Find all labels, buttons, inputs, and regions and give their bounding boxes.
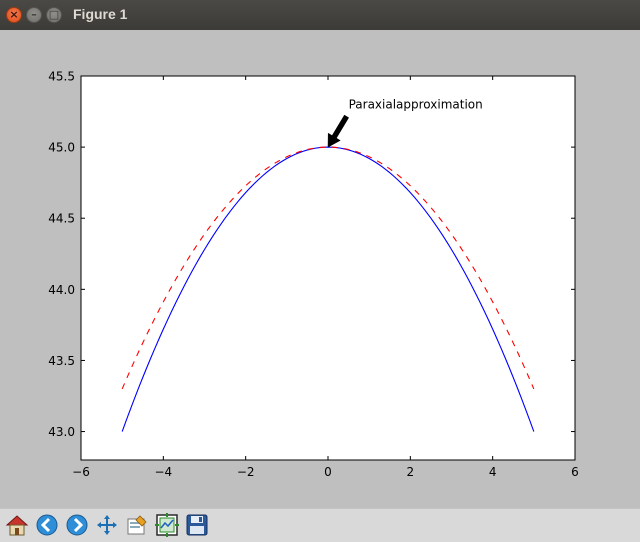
y-tick-label: 43.0 bbox=[48, 425, 75, 439]
save-button[interactable] bbox=[184, 512, 210, 538]
x-tick-label: −4 bbox=[154, 465, 172, 479]
home-button[interactable] bbox=[4, 512, 30, 538]
floppy-disk-icon bbox=[186, 514, 208, 536]
minimize-window-button[interactable]: – bbox=[26, 7, 42, 23]
x-tick-label: 4 bbox=[489, 465, 497, 479]
x-tick-label: 2 bbox=[407, 465, 415, 479]
pan-button[interactable] bbox=[94, 512, 120, 538]
forward-arrow-icon bbox=[66, 514, 88, 536]
close-window-button[interactable]: × bbox=[6, 7, 22, 23]
annotation-arrow bbox=[327, 114, 350, 148]
window-title: Figure 1 bbox=[73, 6, 128, 22]
zoom-button[interactable] bbox=[124, 512, 150, 538]
x-tick-label: −2 bbox=[237, 465, 255, 479]
zoom-rect-icon bbox=[127, 515, 147, 535]
figure-canvas[interactable]: −6 −4 −2 0 2 4 6 43.0 43.5 44.0 44.5 45.0 45.5 Paraxi… bbox=[0, 30, 640, 508]
plot-svg[interactable]: −6 −4 −2 0 2 4 6 43.0 43.5 44.0 44.5 45.0 45.5 Paraxi… bbox=[0, 30, 640, 508]
navigation-toolbar bbox=[0, 508, 640, 542]
back-button[interactable] bbox=[34, 512, 60, 538]
title-bar[interactable]: × – □ Figure 1 bbox=[0, 0, 640, 30]
y-tick-label: 44.5 bbox=[48, 212, 75, 226]
subplots-config-icon bbox=[155, 513, 179, 537]
y-tick-label: 44.0 bbox=[48, 283, 75, 297]
move-arrows-icon bbox=[97, 515, 117, 535]
y-tick-label: 45.5 bbox=[48, 70, 75, 84]
subplots-button[interactable] bbox=[154, 512, 180, 538]
back-arrow-icon bbox=[36, 514, 58, 536]
home-icon bbox=[5, 515, 29, 536]
y-tick-label: 45.0 bbox=[48, 141, 75, 155]
forward-button[interactable] bbox=[64, 512, 90, 538]
y-tick-label: 43.5 bbox=[48, 354, 75, 368]
maximize-window-button[interactable]: □ bbox=[46, 7, 62, 23]
annotation-text: Paraxialapproximation bbox=[349, 97, 483, 111]
x-tick-label: −6 bbox=[72, 465, 90, 479]
x-tick-label: 6 bbox=[571, 465, 579, 479]
x-tick-label: 0 bbox=[324, 465, 332, 479]
